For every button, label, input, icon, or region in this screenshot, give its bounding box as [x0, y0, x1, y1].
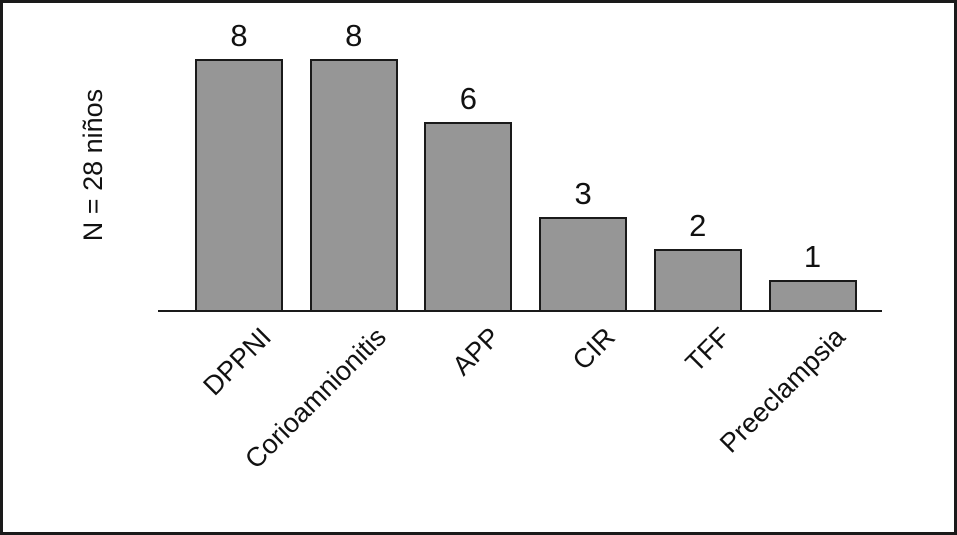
bar-value-label: 8: [230, 18, 248, 53]
bar-value-label: 2: [689, 208, 707, 243]
bar: [653, 249, 742, 312]
bar-value-label: 6: [459, 81, 478, 116]
bar: [768, 280, 857, 312]
x-tick-label: DPPNI: [197, 321, 277, 402]
bar-value-label: 1: [803, 239, 822, 274]
plot-area: 8 DPPNI 8 Corioamnionitis 6 APP 3 CIR 2 TFF 1 Preec…: [3, 3, 954, 532]
x-axis-line: [158, 310, 882, 312]
bar: [195, 59, 283, 312]
bar: [539, 217, 628, 312]
bar-value-label: 8: [345, 18, 363, 53]
bar: [309, 59, 398, 312]
bar: [424, 122, 513, 312]
bar-value-label: 3: [574, 176, 592, 211]
